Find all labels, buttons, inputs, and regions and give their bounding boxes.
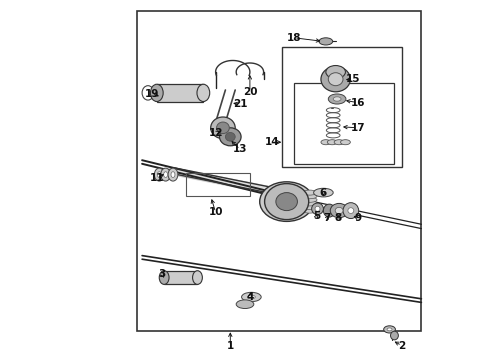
Text: 13: 13: [233, 144, 247, 154]
Ellipse shape: [260, 182, 314, 221]
Bar: [294, 83, 394, 164]
Ellipse shape: [247, 295, 255, 299]
Ellipse shape: [302, 208, 317, 213]
Ellipse shape: [302, 201, 317, 206]
Text: 15: 15: [345, 74, 360, 84]
Bar: [164, 271, 197, 284]
Text: 14: 14: [265, 137, 279, 147]
Ellipse shape: [168, 168, 178, 181]
Ellipse shape: [220, 128, 241, 146]
Bar: [157, 84, 203, 102]
Ellipse shape: [315, 206, 320, 211]
Ellipse shape: [193, 271, 202, 284]
Text: 9: 9: [354, 213, 361, 223]
Text: 6: 6: [320, 188, 327, 198]
Ellipse shape: [335, 207, 343, 214]
Bar: [186, 173, 250, 196]
Ellipse shape: [384, 326, 395, 333]
Ellipse shape: [326, 66, 345, 78]
Ellipse shape: [391, 331, 398, 340]
Ellipse shape: [343, 203, 359, 219]
Ellipse shape: [348, 208, 354, 213]
Ellipse shape: [314, 188, 333, 197]
Ellipse shape: [197, 84, 210, 102]
Bar: [137, 11, 421, 331]
Text: 4: 4: [246, 292, 254, 302]
Text: 7: 7: [323, 213, 331, 223]
Ellipse shape: [330, 203, 348, 218]
Ellipse shape: [171, 172, 175, 177]
Text: 20: 20: [243, 87, 257, 97]
Text: 10: 10: [208, 207, 223, 217]
Ellipse shape: [159, 271, 169, 284]
Ellipse shape: [302, 197, 317, 202]
Ellipse shape: [236, 300, 254, 309]
Ellipse shape: [154, 168, 164, 181]
Ellipse shape: [157, 172, 161, 177]
Ellipse shape: [387, 328, 392, 331]
Ellipse shape: [276, 193, 297, 211]
Ellipse shape: [328, 94, 346, 104]
Ellipse shape: [302, 190, 317, 195]
Text: 1: 1: [227, 341, 234, 351]
Polygon shape: [174, 168, 282, 195]
Ellipse shape: [302, 194, 317, 199]
Text: 2: 2: [398, 341, 405, 351]
Ellipse shape: [321, 140, 331, 145]
Ellipse shape: [150, 84, 163, 102]
Ellipse shape: [211, 117, 235, 139]
Text: 21: 21: [233, 99, 247, 109]
Ellipse shape: [323, 204, 335, 217]
Text: 5: 5: [313, 211, 320, 221]
Ellipse shape: [341, 140, 350, 145]
Text: 16: 16: [350, 98, 365, 108]
Text: 8: 8: [335, 213, 342, 223]
Ellipse shape: [333, 97, 341, 101]
Text: 12: 12: [208, 128, 223, 138]
Text: 19: 19: [145, 89, 159, 99]
Ellipse shape: [327, 140, 337, 145]
Ellipse shape: [164, 172, 168, 177]
Ellipse shape: [312, 203, 323, 215]
Text: 11: 11: [149, 173, 164, 183]
Ellipse shape: [225, 132, 235, 141]
Ellipse shape: [302, 204, 317, 210]
Ellipse shape: [321, 67, 350, 92]
Text: 18: 18: [287, 33, 301, 43]
Text: 17: 17: [350, 123, 365, 133]
Text: 3: 3: [158, 269, 165, 279]
Bar: [282, 47, 402, 167]
Ellipse shape: [217, 122, 229, 134]
Ellipse shape: [334, 140, 344, 145]
Ellipse shape: [319, 38, 333, 45]
Ellipse shape: [242, 292, 261, 302]
Ellipse shape: [272, 189, 301, 214]
Ellipse shape: [265, 184, 309, 220]
Ellipse shape: [161, 168, 171, 181]
Ellipse shape: [328, 73, 343, 86]
